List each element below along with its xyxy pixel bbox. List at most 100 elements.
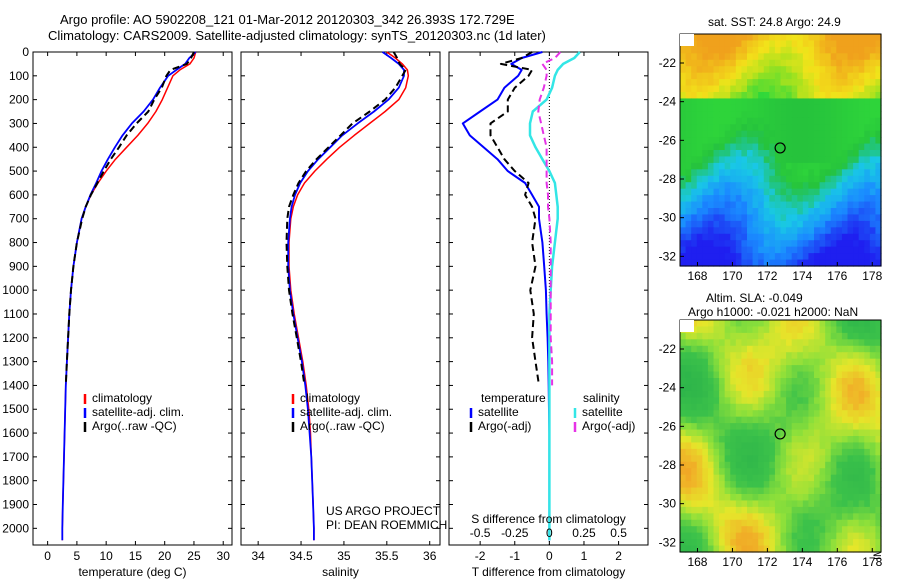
map-cell	[797, 169, 804, 177]
map-cell	[724, 208, 731, 216]
map-cell	[763, 162, 770, 170]
map-cell	[702, 494, 709, 502]
map-cell	[702, 481, 709, 489]
map-cell	[758, 345, 765, 353]
map-cell	[869, 233, 877, 241]
map-cell	[730, 169, 737, 177]
map-cell	[680, 240, 687, 248]
map-cell	[858, 410, 865, 418]
map-cell	[791, 500, 798, 508]
map-cell	[786, 111, 793, 119]
map-cell	[808, 365, 815, 373]
y-tick-label-depth: 0	[22, 45, 29, 59]
map-cell	[802, 494, 810, 502]
map-cell	[691, 53, 698, 61]
map-cell	[680, 201, 687, 209]
map-cell	[719, 104, 726, 112]
map-cell	[707, 545, 715, 553]
map-cell	[819, 519, 826, 527]
map-cell	[847, 253, 854, 261]
map-cell	[864, 481, 871, 489]
map-cell	[724, 397, 731, 405]
map-cell	[858, 79, 865, 87]
map-cell	[696, 494, 703, 502]
map-cell	[691, 79, 698, 87]
map-cell	[719, 227, 726, 235]
map-cell	[808, 526, 815, 534]
map-cell	[707, 104, 715, 112]
map-cell	[791, 85, 798, 93]
series-line-temperature-argorawqc	[64, 51, 195, 386]
map-cell	[724, 53, 731, 61]
map-cell	[864, 378, 871, 386]
map-cell	[825, 481, 832, 489]
map-cell	[707, 169, 715, 177]
map-cell	[702, 214, 709, 222]
map-cell	[847, 169, 854, 177]
map-cell	[696, 85, 703, 93]
map-cell	[747, 111, 754, 119]
map-cell	[853, 455, 860, 463]
map-cell	[830, 442, 837, 450]
map-cell	[780, 169, 787, 177]
map-cell	[696, 92, 703, 100]
map-cell	[741, 378, 748, 386]
map-cell	[869, 46, 877, 54]
map-cell	[724, 188, 731, 196]
map-cell	[847, 500, 854, 508]
map-cell	[774, 416, 782, 424]
map-cell	[758, 352, 765, 360]
map-cell	[791, 448, 798, 456]
map-cell	[680, 436, 687, 444]
map-cell	[774, 227, 782, 235]
map-cell	[836, 259, 843, 267]
map-cell	[869, 85, 877, 93]
map-cell	[730, 182, 737, 190]
map-cell	[741, 214, 748, 222]
map-cell	[696, 240, 703, 248]
map-cell	[774, 40, 782, 48]
map-cell	[791, 162, 798, 170]
map-cell	[819, 59, 826, 67]
map-cell	[769, 339, 776, 347]
map-cell	[691, 461, 698, 469]
map-cell	[774, 326, 782, 334]
map-cell	[680, 85, 687, 93]
map-cell	[830, 423, 837, 431]
map-cell	[853, 59, 860, 67]
map-cell	[702, 455, 709, 463]
map-cell	[797, 233, 804, 241]
map-cell	[685, 339, 692, 347]
map-cell	[814, 246, 821, 254]
map-cell	[747, 130, 754, 138]
map-cell	[685, 519, 692, 527]
map-cell	[769, 72, 776, 80]
map-cell	[774, 130, 782, 138]
map-cell	[730, 220, 737, 228]
map-cell	[702, 233, 709, 241]
map-cell	[774, 253, 782, 261]
map-cell	[825, 358, 832, 366]
map-cell	[747, 259, 754, 267]
map-y-tick-label: -28	[659, 458, 677, 472]
map-cell	[713, 532, 720, 540]
map-cell	[864, 358, 871, 366]
map-cell	[802, 526, 810, 534]
map-cell	[858, 130, 865, 138]
map-cell	[869, 259, 877, 267]
map-cell	[830, 85, 837, 93]
map-cell	[680, 468, 687, 476]
map-cell	[702, 59, 709, 67]
map-cell	[869, 92, 877, 100]
map-cell	[830, 487, 837, 495]
map-cell	[836, 468, 843, 476]
map-cell	[702, 526, 709, 534]
map-cell	[836, 539, 843, 547]
map-cell	[797, 532, 804, 540]
legend-label-temperature: climatology	[92, 391, 152, 405]
map-cell	[735, 195, 743, 203]
map-cell	[797, 358, 804, 366]
map-cell	[869, 320, 877, 328]
map-cell	[847, 72, 854, 80]
map-cell	[786, 188, 793, 196]
